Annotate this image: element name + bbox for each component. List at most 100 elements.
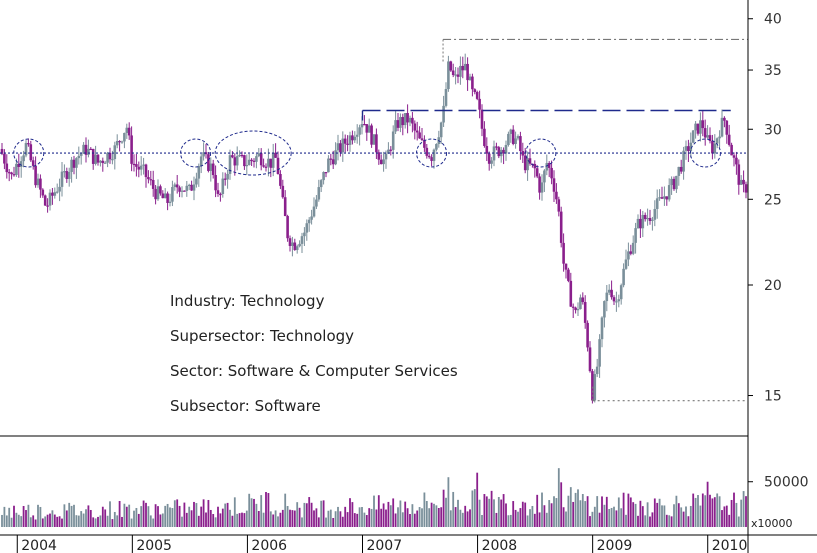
year-label: 2005 [136,538,172,553]
price-candle [101,160,105,164]
volume-bar [94,518,97,527]
price-candle [199,156,203,167]
volume-bar [337,506,339,527]
volume-bar [550,503,553,527]
volume-bar [385,509,387,527]
price-candle [171,187,174,202]
volume-bar [593,506,596,527]
volume-bar [241,512,243,527]
price-candle [706,135,709,138]
volume-bar [85,509,87,527]
volume-bar [641,506,644,527]
volume-bar [327,510,330,527]
volume-bar [154,504,157,527]
price-candle [46,205,49,207]
price-candle [24,143,28,156]
volume-bar [243,513,246,527]
volume-bar [46,514,49,527]
price-candle [82,144,85,154]
price-candle [106,152,109,163]
volume-bar [704,495,707,527]
volume-bar [351,502,354,527]
volume-bar [716,493,719,527]
volume-bar [493,499,495,527]
price-candle [394,120,397,132]
volume-bar [8,507,11,527]
price-candle [43,195,47,206]
price-candle [94,154,97,164]
volume-bar [82,513,85,527]
price-candle [682,150,685,172]
price-candle [343,138,347,144]
volume-bar [133,510,135,527]
volume-bar [334,511,337,527]
volume-bar [620,508,623,527]
price-candle [694,123,697,131]
price-candle [161,193,165,199]
volume-bar [617,497,620,527]
volume-bar [577,489,579,527]
price-candle [415,130,419,133]
volume-bar [303,502,306,527]
price-candle [675,175,678,190]
price-candle [166,193,169,203]
price-candle [504,144,508,154]
price-candle [547,163,551,168]
price-candle [288,238,292,246]
volume-bar [116,515,119,527]
volume-bar [733,492,735,527]
volume-bar [430,502,433,527]
volume-bar [293,510,296,527]
volume-bar [665,514,668,527]
volume-bar [394,513,397,527]
volume-bar [284,493,287,527]
price-candle [346,143,349,145]
price-candle [459,65,462,77]
volume-bar [313,510,315,527]
volume-bar [58,516,61,527]
support-ellipse [13,138,45,168]
volume-bar [459,509,462,527]
volume-bar [488,498,491,527]
price-candle [713,143,717,154]
price-candle [387,149,390,154]
price-candle [379,159,383,165]
price-candle [576,309,580,311]
price-candle [639,218,642,229]
volume-bar [346,512,349,527]
volume-bar [442,489,445,527]
price-candle [41,189,45,196]
price-candle [593,374,597,401]
price-candle [603,301,606,318]
support-ellipses [13,130,721,176]
price-candle [118,141,121,143]
volume-bar [497,496,500,527]
price-candle [286,216,289,239]
volume-bar [118,500,121,527]
price-candle [403,113,407,126]
price-candle [552,178,556,192]
price-candle [600,317,604,340]
price-candle [355,134,359,137]
price-candle [276,157,280,174]
volume-bar [521,501,524,527]
price-candle [267,158,270,167]
volume-bar [478,499,481,527]
price-candle [216,190,220,194]
price-candle [545,163,549,171]
price-candle [490,160,493,164]
volume-bar [476,472,479,527]
volume-bar [233,497,236,527]
volume-bar [101,506,104,527]
price-candle [471,76,474,90]
volume-bar [358,507,361,527]
volume-bar [529,509,531,527]
volume-bar [613,506,615,527]
price-candle [144,164,148,178]
volume-bar [214,517,217,527]
volume-bar [157,506,159,527]
price-candle [247,159,251,166]
price-candle [187,184,191,187]
volume-bar [380,508,383,527]
price-candle [521,151,525,156]
